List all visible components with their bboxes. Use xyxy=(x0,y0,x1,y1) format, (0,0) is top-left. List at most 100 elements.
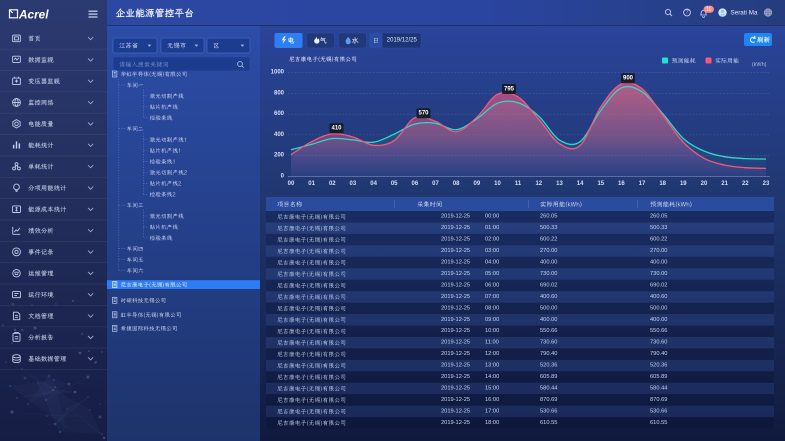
svg-text:10: 10 xyxy=(494,181,501,187)
svg-text:00: 00 xyxy=(288,181,295,187)
svg-text:?: ? xyxy=(685,10,688,16)
svg-text:2019-12-25: 2019-12-25 xyxy=(441,385,470,391)
svg-text:790.40: 790.40 xyxy=(650,351,667,357)
svg-text:690.02: 690.02 xyxy=(540,282,557,288)
svg-text:23: 23 xyxy=(763,181,770,187)
svg-text:2019-12-25: 2019-12-25 xyxy=(441,397,470,403)
svg-text:550.66: 550.66 xyxy=(540,328,557,334)
svg-text:570: 570 xyxy=(418,111,429,117)
svg-text:2019-12-25: 2019-12-25 xyxy=(441,408,470,414)
svg-text:500.00: 500.00 xyxy=(650,305,667,311)
svg-text:400.00: 400.00 xyxy=(650,260,667,266)
svg-text:2019-12-25: 2019-12-25 xyxy=(441,317,470,323)
svg-text:400.00: 400.00 xyxy=(540,260,557,266)
svg-text:16: 16 xyxy=(618,181,625,187)
svg-text:2019-12-25: 2019-12-25 xyxy=(441,305,470,311)
svg-text:17: 17 xyxy=(639,181,646,187)
svg-text:14:00: 14:00 xyxy=(485,374,499,380)
svg-text:05: 05 xyxy=(391,181,398,187)
svg-text:08: 08 xyxy=(453,181,460,187)
svg-text:2019-12-25: 2019-12-25 xyxy=(441,248,470,254)
svg-text:04:00: 04:00 xyxy=(485,260,499,266)
svg-text:500.33: 500.33 xyxy=(650,225,667,231)
svg-text:2019/12/25: 2019/12/25 xyxy=(387,38,418,44)
svg-text:2019-12-25: 2019-12-25 xyxy=(441,237,470,243)
svg-text:610.55: 610.55 xyxy=(650,420,667,426)
svg-text:400.00: 400.00 xyxy=(540,317,557,323)
svg-text:2019-12-25: 2019-12-25 xyxy=(441,260,470,266)
svg-text:600.22: 600.22 xyxy=(650,237,667,243)
svg-text:02:00: 02:00 xyxy=(485,237,499,243)
svg-text:530.66: 530.66 xyxy=(650,408,667,414)
svg-text:Serati Ma: Serati Ma xyxy=(731,9,758,16)
svg-text:400.00: 400.00 xyxy=(650,317,667,323)
svg-text:730.00: 730.00 xyxy=(650,271,667,277)
svg-text:410: 410 xyxy=(331,126,342,132)
svg-text:400.60: 400.60 xyxy=(650,294,667,300)
svg-text:500.00: 500.00 xyxy=(540,305,557,311)
svg-text:870.69: 870.69 xyxy=(540,397,557,403)
svg-text:00:00: 00:00 xyxy=(485,214,499,220)
svg-text:11: 11 xyxy=(706,6,711,12)
svg-text:16:00: 16:00 xyxy=(485,397,499,403)
svg-text:400: 400 xyxy=(274,132,285,138)
svg-text:270.00: 270.00 xyxy=(540,248,557,254)
svg-text:520.36: 520.36 xyxy=(540,363,557,369)
svg-text:13:00: 13:00 xyxy=(485,363,499,369)
svg-text:20: 20 xyxy=(701,181,708,187)
svg-text:610.55: 610.55 xyxy=(540,420,557,426)
svg-text:11:00: 11:00 xyxy=(485,340,499,346)
svg-text:795: 795 xyxy=(504,86,515,92)
svg-text:07:00: 07:00 xyxy=(485,294,499,300)
svg-text:200: 200 xyxy=(274,153,285,159)
svg-text:11: 11 xyxy=(515,181,522,187)
svg-text:21: 21 xyxy=(721,181,728,187)
svg-text:17:00: 17:00 xyxy=(485,408,499,414)
svg-text:580.44: 580.44 xyxy=(540,385,557,391)
svg-text:530.66: 530.66 xyxy=(540,408,557,414)
svg-text:18: 18 xyxy=(659,181,666,187)
svg-text:2019-12-25: 2019-12-25 xyxy=(441,282,470,288)
svg-text:270.00: 270.00 xyxy=(650,248,667,254)
svg-text:10:00: 10:00 xyxy=(485,328,499,334)
svg-text:06:00: 06:00 xyxy=(485,282,499,288)
svg-text:605.89: 605.89 xyxy=(540,374,557,380)
svg-text:2019-12-25: 2019-12-25 xyxy=(441,294,470,300)
svg-text:520.36: 520.36 xyxy=(650,363,667,369)
svg-text:2019-12-25: 2019-12-25 xyxy=(441,340,470,346)
svg-text:550.66: 550.66 xyxy=(650,328,667,334)
svg-text:790.40: 790.40 xyxy=(540,351,557,357)
svg-text:0: 0 xyxy=(281,174,285,180)
svg-text:03:00: 03:00 xyxy=(485,248,499,254)
svg-text:400.60: 400.60 xyxy=(540,294,557,300)
svg-text:580.44: 580.44 xyxy=(650,385,667,391)
svg-text:2019-12-25: 2019-12-25 xyxy=(441,225,470,231)
svg-text:800: 800 xyxy=(274,90,285,96)
svg-text:Acrel: Acrel xyxy=(18,7,49,21)
svg-text:900: 900 xyxy=(623,76,634,82)
svg-text:2019-12-25: 2019-12-25 xyxy=(441,214,470,220)
svg-text:14: 14 xyxy=(577,181,584,187)
svg-text:12: 12 xyxy=(535,181,542,187)
svg-text:12:00: 12:00 xyxy=(485,351,499,357)
svg-text:13: 13 xyxy=(556,181,563,187)
svg-text:2019-12-25: 2019-12-25 xyxy=(441,420,470,426)
svg-text:2019-12-25: 2019-12-25 xyxy=(441,351,470,357)
svg-text:2019-12-25: 2019-12-25 xyxy=(441,374,470,380)
svg-text:500.33: 500.33 xyxy=(540,225,557,231)
svg-text:2019-12-25: 2019-12-25 xyxy=(441,271,470,277)
svg-text:08:00: 08:00 xyxy=(485,305,499,311)
svg-text:260.05: 260.05 xyxy=(540,214,557,220)
svg-text:600.22: 600.22 xyxy=(540,237,557,243)
svg-text:260.05: 260.05 xyxy=(650,214,667,220)
svg-text:06: 06 xyxy=(412,181,419,187)
svg-text:05:00: 05:00 xyxy=(485,271,499,277)
svg-text:01: 01 xyxy=(308,181,315,187)
svg-text:730.60: 730.60 xyxy=(650,340,667,346)
svg-text:22: 22 xyxy=(742,181,749,187)
svg-text:605.89: 605.89 xyxy=(650,374,667,380)
svg-text:09:00: 09:00 xyxy=(485,317,499,323)
svg-text:15:00: 15:00 xyxy=(485,385,499,391)
svg-text:18:00: 18:00 xyxy=(485,420,499,426)
svg-text:870.69: 870.69 xyxy=(650,397,667,403)
